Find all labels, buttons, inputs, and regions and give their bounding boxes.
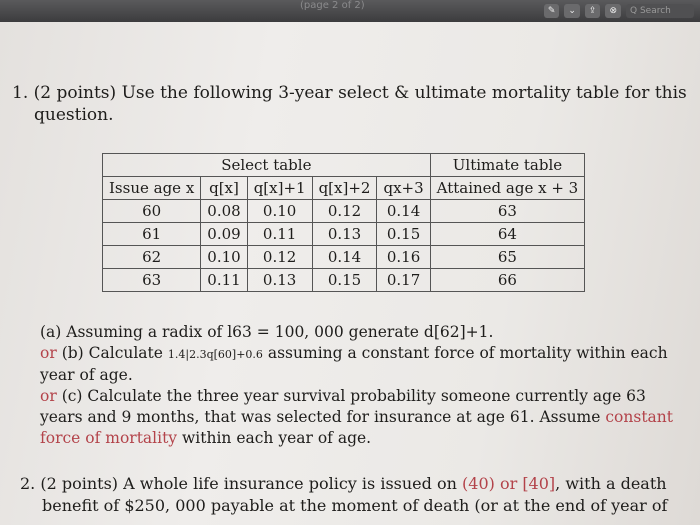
pen-icon[interactable]: ✎ xyxy=(543,4,560,18)
table-row: 61 0.09 0.11 0.13 0.15 64 xyxy=(101,222,586,246)
table-cell: 0.15 xyxy=(311,268,378,292)
table-cell: 62 xyxy=(101,245,202,269)
part-c-line-2: years and 9 months, that was selected fo… xyxy=(40,407,690,428)
table-cell: 0.11 xyxy=(246,222,313,246)
column-header: q[x] xyxy=(200,176,248,200)
viewer-toolbar: (page 2 of 2) ✎ ⌄ ⇪ ⊗ Q Search xyxy=(0,0,700,22)
select-table-header: Select table xyxy=(102,153,431,177)
table-row: 63 0.11 0.13 0.15 0.17 66 xyxy=(101,268,586,292)
part-b-or: or xyxy=(40,344,57,362)
table-cell: 0.12 xyxy=(311,199,378,223)
table-row: 60 0.08 0.10 0.12 0.14 63 xyxy=(101,199,586,223)
part-b: or (b) Calculate 1.4|2.3q[60]+0.6 assumi… xyxy=(40,343,690,365)
part-c-line-3: force of mortality within each year of a… xyxy=(40,428,690,449)
mortality-table: Select table Ultimate table Issue age x … xyxy=(101,153,586,292)
share-icon[interactable]: ⇪ xyxy=(584,4,601,18)
chevron-down-icon[interactable]: ⌄ xyxy=(564,4,580,18)
column-header: q[x]+1 xyxy=(246,176,313,200)
table-cell: 60 xyxy=(101,199,202,223)
table-cell: 0.17 xyxy=(376,268,431,292)
part-c: or (c) Calculate the three year survival… xyxy=(40,386,690,407)
question-1: 1. (2 points) Use the following 3-year s… xyxy=(12,82,692,126)
part-c-line-2-text: years and 9 months, that was selected fo… xyxy=(40,408,601,426)
column-header: Issue age x xyxy=(101,176,202,200)
table-cell: 0.08 xyxy=(200,199,248,223)
table-cell: 0.14 xyxy=(376,199,431,223)
question-2-line-2: benefit of $250, 000 payable at the mome… xyxy=(42,496,668,515)
part-c-line-3-text: within each year of age. xyxy=(182,429,372,447)
table-cell: 0.12 xyxy=(246,245,313,269)
ultimate-table-header: Ultimate table xyxy=(429,153,586,177)
table-cell: 0.10 xyxy=(246,199,313,223)
table-cell: 0.14 xyxy=(311,245,378,269)
table-cell: 63 xyxy=(429,199,586,223)
column-header: qx+3 xyxy=(376,176,431,200)
table-cell: 0.13 xyxy=(246,268,313,292)
part-b-rest: assuming a constant force of mortality w… xyxy=(267,344,668,362)
part-c-text: (c) Calculate the three year survival pr… xyxy=(61,387,646,405)
part-c-line-2-red: constant xyxy=(605,408,674,426)
question-2-text: 2. (2 points) A whole life insurance pol… xyxy=(20,474,457,493)
column-header: q[x]+2 xyxy=(311,176,378,200)
table-cell: 0.10 xyxy=(200,245,248,269)
question-2: 2. (2 points) A whole life insurance pol… xyxy=(20,473,700,517)
part-c-line-3-red: force of mortality xyxy=(40,429,178,447)
table-cell: 0.16 xyxy=(376,245,431,269)
table-cell: 66 xyxy=(429,268,586,292)
question-1-line-1: 1. (2 points) Use the following 3-year s… xyxy=(12,83,687,103)
window-title: (page 2 of 2) xyxy=(300,0,365,11)
part-c-or: or xyxy=(40,387,57,405)
part-b-line-2: year of age. xyxy=(40,366,133,384)
question-2-text-end: , with a death xyxy=(555,474,667,493)
table-row: 62 0.10 0.12 0.14 0.16 65 xyxy=(101,245,586,269)
table-cell: 0.15 xyxy=(376,222,431,246)
markup-icon[interactable]: ⊗ xyxy=(605,4,621,18)
part-a: (a) Assuming a radix of l63 = 100, 000 g… xyxy=(40,323,494,341)
table-cell: 0.11 xyxy=(200,268,248,292)
table-cell: 63 xyxy=(101,268,202,292)
question-1-parts: (a) Assuming a radix of l63 = 100, 000 g… xyxy=(40,322,690,449)
table-cell: 65 xyxy=(429,245,586,269)
question-2-age-red: (40) or [40] xyxy=(462,474,556,493)
table-header-row: Select table Ultimate table xyxy=(102,153,586,177)
search-field[interactable]: Q Search xyxy=(626,4,694,18)
table-cell: 61 xyxy=(101,222,202,246)
part-b-expression: 1.4|2.3q[60]+0.6 xyxy=(167,348,263,361)
toolbar-tools: ✎ ⌄ ⇪ ⊗ Q Search xyxy=(543,4,694,18)
table-cell: 0.13 xyxy=(311,222,378,246)
column-header-row: Issue age x q[x] q[x]+1 q[x]+2 qx+3 Atta… xyxy=(101,176,586,200)
question-1-line-2: question. xyxy=(34,105,114,125)
question-2-line-1: 2. (2 points) A whole life insurance pol… xyxy=(20,473,700,495)
table-cell: 64 xyxy=(429,222,586,246)
part-b-text: (b) Calculate xyxy=(61,344,163,362)
column-header: Attained age x + 3 xyxy=(429,176,586,200)
table-cell: 0.09 xyxy=(200,222,248,246)
